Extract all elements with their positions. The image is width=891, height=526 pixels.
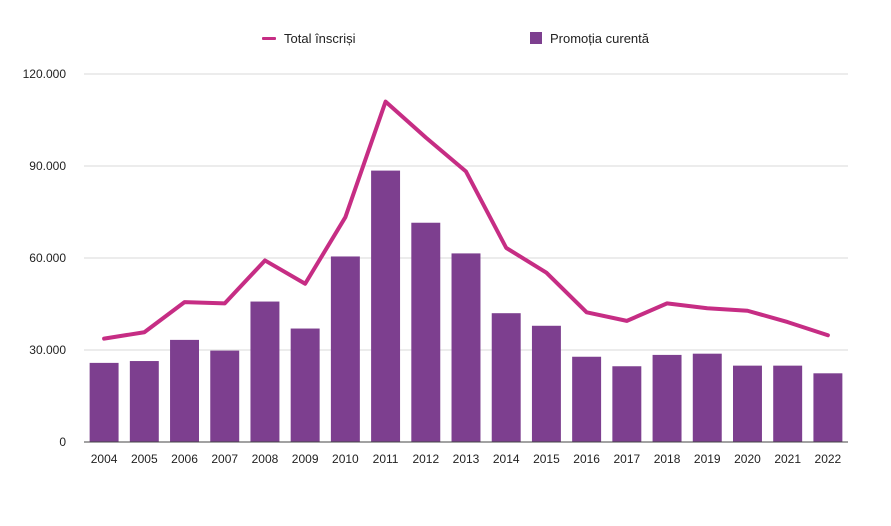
legend-item-total: Total înscriși	[262, 28, 356, 48]
bar	[371, 170, 401, 442]
x-tick-label: 2021	[774, 452, 801, 466]
bar	[773, 365, 803, 442]
bar	[210, 350, 240, 442]
legend-label-current: Promoția curentă	[550, 30, 649, 46]
bar	[330, 256, 360, 442]
x-tick-label: 2019	[694, 452, 721, 466]
y-tick-label: 90.000	[29, 159, 66, 173]
x-tick-label: 2022	[815, 452, 842, 466]
x-tick-label: 2013	[453, 452, 480, 466]
y-tick-label: 120.000	[23, 67, 67, 81]
bar	[89, 362, 119, 442]
x-tick-label: 2008	[252, 452, 279, 466]
x-tick-label: 2007	[211, 452, 238, 466]
bar	[692, 353, 722, 442]
bar	[612, 366, 642, 442]
legend-label-total: Total înscriși	[284, 30, 356, 46]
bar	[572, 356, 602, 442]
x-tick-label: 2005	[131, 452, 158, 466]
bar	[491, 313, 521, 442]
x-tick-label: 2009	[292, 452, 319, 466]
y-tick-label: 30.000	[29, 343, 66, 357]
legend-item-current: Promoția curentă	[530, 28, 649, 48]
x-tick-label: 2011	[373, 452, 399, 466]
x-tick-label: 2017	[613, 452, 640, 466]
x-tick-label: 2014	[493, 452, 520, 466]
bar	[732, 365, 762, 442]
bar	[652, 354, 682, 442]
bar	[129, 361, 159, 442]
bar	[813, 373, 843, 442]
x-tick-label: 2015	[533, 452, 560, 466]
x-tick-label: 2010	[332, 452, 359, 466]
bar	[411, 222, 441, 442]
legend-bar-swatch	[530, 32, 542, 44]
x-tick-label: 2004	[91, 452, 118, 466]
x-tick-label: 2016	[573, 452, 600, 466]
x-tick-label: 2018	[654, 452, 681, 466]
bar	[451, 253, 481, 442]
legend-line-swatch	[262, 36, 276, 40]
x-tick-label: 2006	[171, 452, 198, 466]
x-tick-label: 2020	[734, 452, 761, 466]
bar	[250, 301, 280, 442]
y-tick-label: 0	[59, 435, 66, 449]
y-tick-label: 60.000	[29, 251, 66, 265]
bar	[531, 325, 561, 442]
bar	[290, 328, 320, 442]
bar	[170, 339, 200, 442]
x-tick-label: 2012	[412, 452, 439, 466]
